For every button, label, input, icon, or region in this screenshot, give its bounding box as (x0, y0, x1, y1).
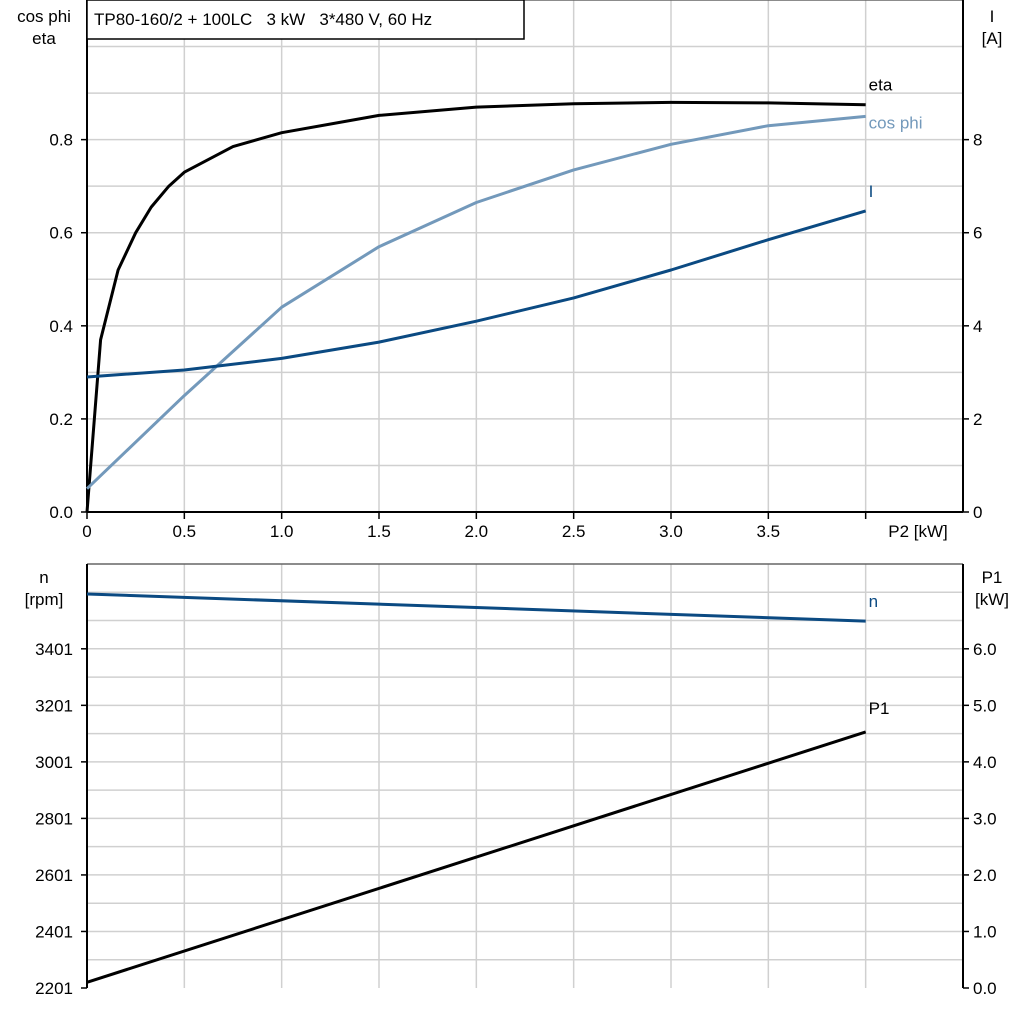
series-line-eta (85, 100, 866, 513)
x-tick-label: 2.5 (562, 522, 586, 541)
x-tick-label: 2.0 (465, 522, 489, 541)
y-left-tick-label: 0.6 (49, 224, 73, 243)
chart-title: TP80-160/2 + 100LC 3 kW 3*480 V, 60 Hz (94, 10, 432, 29)
y-right-axis-label: P1 (982, 568, 1003, 587)
y-right-axis-label: [kW] (975, 590, 1009, 609)
y-left-tick-label: 2601 (35, 866, 73, 885)
y-right-tick-label: 6 (973, 224, 982, 243)
y-left-tick-label: 2201 (35, 979, 73, 998)
y-right-tick-label: 3.0 (973, 809, 997, 828)
y-left-axis-label: eta (32, 29, 56, 48)
y-right-tick-label: 8 (973, 131, 982, 150)
x-tick-label: 0 (82, 522, 91, 541)
series-line-n (86, 592, 866, 623)
series-label: n (869, 592, 878, 611)
x-tick-label: 3.5 (757, 522, 781, 541)
y-right-axis-label: I (990, 7, 995, 26)
y-left-tick-label: 2401 (35, 922, 73, 941)
y-left-axis-label: cos phi (17, 7, 71, 26)
y-left-tick-label: 0.2 (49, 410, 73, 429)
y-right-axis-label: [A] (982, 29, 1003, 48)
series-label: cos phi (869, 113, 923, 132)
y-left-tick-label: 0.4 (49, 317, 73, 336)
y-left-axis-label: n (39, 568, 48, 587)
title-box (86, 0, 525, 40)
series-line-I (86, 209, 867, 379)
y-right-tick-label: 0 (973, 503, 982, 522)
series-label: eta (869, 76, 893, 95)
series-label: I (869, 182, 874, 201)
y-right-tick-label: 1.0 (973, 922, 997, 941)
y-right-tick-label: 4.0 (973, 753, 997, 772)
x-axis-label: P2 [kW] (888, 522, 948, 541)
y-left-tick-label: 2801 (35, 809, 73, 828)
y-left-tick-label: 3401 (35, 640, 73, 659)
x-tick-label: 1.5 (367, 522, 391, 541)
y-right-tick-label: 5.0 (973, 696, 997, 715)
series-label: P1 (869, 699, 890, 718)
series-line-P1 (86, 730, 867, 984)
x-tick-label: 1.0 (270, 522, 294, 541)
y-right-tick-label: 4 (973, 317, 982, 336)
x-tick-label: 3.0 (659, 522, 683, 541)
y-right-tick-label: 2 (973, 410, 982, 429)
y-left-axis-label: [rpm] (25, 590, 64, 609)
y-left-tick-label: 0.0 (49, 503, 73, 522)
y-left-tick-label: 3001 (35, 753, 73, 772)
y-right-tick-label: 6.0 (973, 640, 997, 659)
y-left-tick-label: 0.8 (49, 131, 73, 150)
y-right-tick-label: 2.0 (973, 866, 997, 885)
y-right-tick-label: 0.0 (973, 979, 997, 998)
x-tick-label: 0.5 (173, 522, 197, 541)
y-left-tick-label: 3201 (35, 696, 73, 715)
